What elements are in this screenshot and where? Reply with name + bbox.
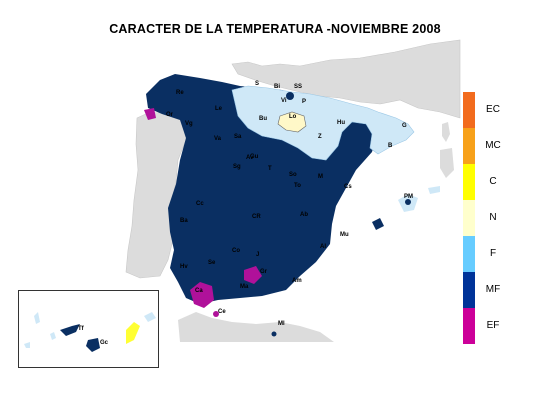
station-label-ca: Ca [195,288,203,294]
station-label-ma: Ma [240,284,249,290]
legend-swatch-mf [463,272,475,308]
station-label-le: Le [215,106,223,112]
legend-swatch-f [463,236,475,272]
legend-swatch-n [463,200,475,236]
canary-island-tenerife [60,324,80,336]
station-label-av: Av [246,155,254,161]
ef-region-granada [244,266,262,284]
station-label-gc: Gc [100,340,109,346]
ef-region-cadiz [190,282,214,308]
station-label-al: Al [320,244,326,250]
station-label-gr: Gr [260,269,268,275]
station-label-or: Or [166,112,174,118]
sardinia-island [440,148,454,178]
legend-swatch-c [463,164,475,200]
station-label-bi: Bi [274,84,280,90]
station-label-gu: Gu [250,154,259,160]
legend-label-mc: MC [485,140,501,151]
legend-label-n: N [489,212,497,223]
station-label-ab: Ab [300,212,308,218]
legend-label-f: F [489,248,497,259]
canary-island-gc [86,338,100,352]
canary-island-lanzarote [144,312,156,322]
station-label-co: Co [232,248,240,254]
legend-label-c: C [489,176,497,187]
france-landmass [231,39,461,119]
station-label-sa: Sa [234,134,242,140]
menorca-island [428,186,440,194]
canary-island-hierro [24,342,30,348]
canary-island-fuerteventura [126,322,140,344]
station-label-mu: Mu [340,232,349,238]
station-label-bu: Bu [259,116,267,122]
station-label-am: Am [292,278,302,284]
mf-spot-north [286,92,294,100]
station-label-s: S [255,81,259,87]
station-label-z: Z [318,134,322,140]
ef-region-galicia [144,108,156,120]
canary-island-gomera [50,332,56,340]
station-label-g: G [402,123,407,129]
station-label-b: B [388,143,393,149]
station-label-pm: PM [404,194,413,200]
station-label-j: J [256,252,259,258]
station-label-lo: Lo [289,114,297,120]
station-label-hu: Hu [337,120,345,126]
corsica-island [442,122,450,142]
legend-label-mf: MF [485,284,501,295]
station-label-ml: Ml [278,321,285,327]
station-label-cr: CR [252,214,261,220]
legend-label-ec: EC [486,104,500,115]
canary-island-lapalma [34,312,40,324]
legend-swatch-ec [463,92,475,128]
legend-swatch-ef [463,308,475,344]
station-label-ce: Ce [218,309,226,315]
legend-swatch-mc [463,128,475,164]
station-label-re: Re [176,90,184,96]
legend-label-ef: EF [486,320,500,331]
station-label-so: So [289,172,297,178]
station-label-tf: Tf [78,326,85,332]
station-label-cc: Cc [196,201,204,207]
station-label-se: Se [208,260,216,266]
station-label-sg: Sg [233,164,241,170]
station-label-vi: Vi [281,98,287,104]
station-label-hv: Hv [180,264,188,270]
station-label-t: T [268,166,272,172]
map-title: CARACTER DE LA TEMPERATURA -NOVIEMBRE 20… [109,22,441,36]
ibiza-island [372,218,384,230]
ef-spot-ceuta [213,311,219,317]
station-label-ss: SS [294,84,302,90]
mf-spot-pm [405,199,411,205]
f-region [231,85,415,161]
morocco-landmass [178,312,334,342]
melilla-spot [271,331,277,337]
station-label-to: To [294,183,301,189]
station-label-p: P [302,99,306,105]
station-label-ba: Ba [180,218,188,224]
station-label-va: Va [214,136,222,142]
station-label-cs: Cs [344,184,352,190]
canary-inset-frame [18,290,159,368]
station-labels: S Bi SS Vi P Lo Bu Hu Z G B Re Le Or Vg Sa Va Av Sg Gu T So M T… [78,81,413,346]
station-label-vg: Vg [185,121,193,127]
n-region [277,111,307,133]
station-label-m: M [318,174,323,180]
